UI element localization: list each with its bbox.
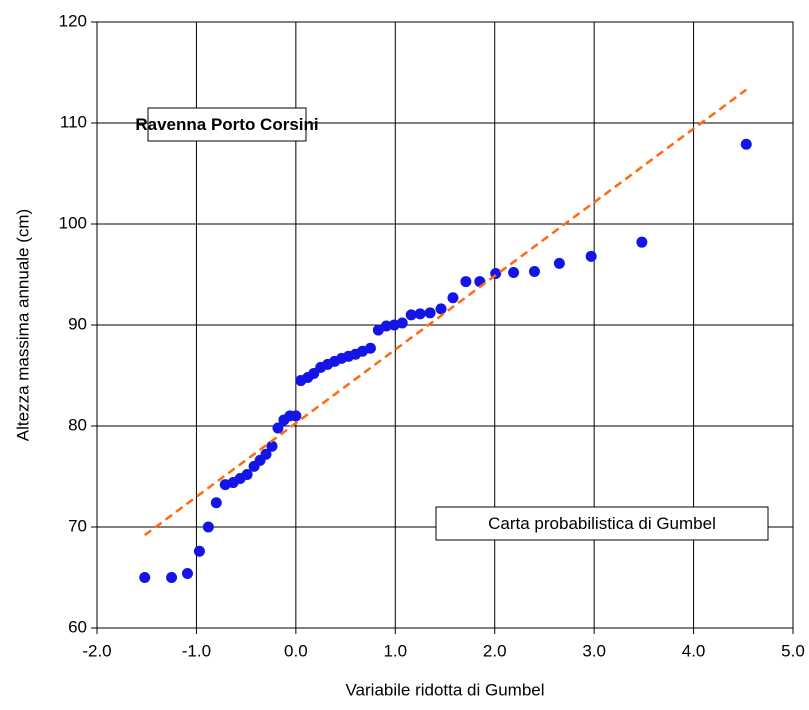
data-point [202, 521, 214, 533]
data-point [139, 572, 151, 583]
plot-border [96, 21, 794, 629]
data-point [290, 410, 302, 422]
data-point [435, 303, 447, 315]
data-point [447, 292, 459, 304]
data-point [414, 308, 426, 320]
y-tick-label: 80 [68, 415, 87, 434]
data-point [740, 138, 752, 150]
x-tick-label: -2.0 [82, 641, 111, 660]
data-point [364, 342, 376, 354]
y-tick-label: 70 [68, 516, 87, 535]
data-point [460, 276, 472, 288]
data-point [166, 572, 178, 583]
data-point [210, 497, 222, 509]
x-tick-label: 2.0 [483, 641, 507, 660]
data-point [508, 266, 520, 278]
y-tick-label: 60 [68, 617, 87, 636]
data-point [585, 250, 597, 262]
y-tick-label: 110 [60, 112, 87, 131]
x-axis-label: Variabile ridotta di Gumbel [345, 680, 544, 699]
x-tick-label: 5.0 [781, 641, 805, 660]
annotation: Ravenna Porto Corsini [135, 115, 318, 134]
x-tick-label: 4.0 [682, 641, 706, 660]
data-point [424, 307, 436, 319]
data-point [553, 257, 565, 269]
data-point [405, 309, 417, 321]
data-point [260, 448, 272, 460]
fit-line [143, 88, 748, 537]
data-point [193, 545, 205, 557]
data-point [636, 236, 648, 248]
data-point [396, 317, 408, 329]
data-point [528, 265, 540, 277]
x-tick-label: 3.0 [582, 641, 606, 660]
x-tick-label: 0.0 [284, 641, 308, 660]
annotation-box [147, 107, 307, 142]
annotation-box [435, 506, 769, 541]
data-point [181, 567, 193, 579]
annotation: Carta probabilistica di Gumbel [488, 514, 716, 533]
data-point [241, 468, 253, 480]
y-axis-label: Altezza massima annuale (cm) [13, 209, 32, 441]
y-tick-label: 100 [59, 213, 87, 232]
data-point [266, 440, 278, 452]
data-point [272, 422, 284, 434]
x-tick-label: -1.0 [182, 641, 211, 660]
y-tick-label: 90 [68, 314, 87, 333]
x-tick-label: 1.0 [383, 641, 407, 660]
y-tick-label: 120 [59, 11, 87, 30]
